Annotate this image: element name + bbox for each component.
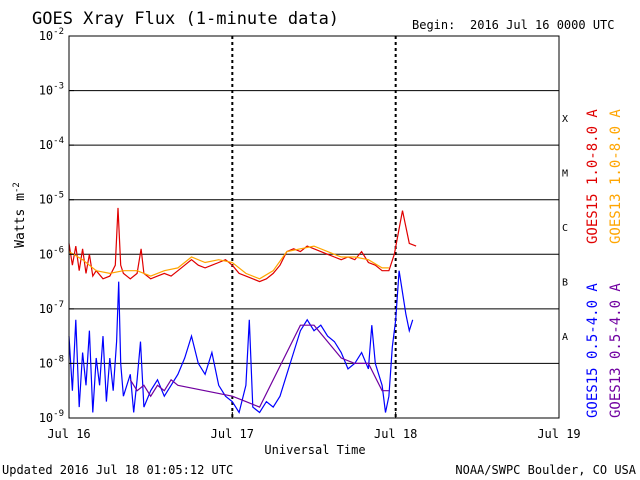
x-tick-label: Jul 18 (374, 427, 417, 441)
legend: GOES15 1.0-8.0 A GOES13 1.0-8.0 A GOES15 0… (585, 109, 624, 418)
y-tick-label: 10-8 (39, 354, 64, 370)
day-dividers (231, 36, 397, 418)
series-line (68, 270, 414, 415)
series-layer (68, 207, 417, 415)
flare-class-labels: X M C B A (562, 114, 568, 343)
y-tick-label: 10-4 (39, 136, 64, 152)
legend-entry: GOES13 0.5-4.0 A (608, 283, 624, 418)
y-tick-label: 10-6 (39, 245, 64, 261)
flare-class-label: X (562, 114, 568, 125)
series-line (68, 207, 417, 283)
series-line (68, 245, 389, 280)
begin-value: 2016 Jul 16 0000 UTC (470, 18, 615, 32)
legend-entry: GOES15 1.0-8.0 A (585, 109, 601, 244)
x-axis-label: Universal Time (264, 443, 365, 457)
flare-class-label: B (562, 278, 568, 289)
y-tick-label: 10-3 (39, 82, 64, 98)
footer-updated: Updated 2016 Jul 18 01:05:12 UTC (2, 463, 233, 477)
y-axis-label: Watts m-2 (12, 182, 28, 248)
y-tick-labels: 10-2 10-3 10-4 10-5 10-6 10-7 10-8 10-9 (39, 27, 74, 425)
plot-frame (68, 35, 560, 419)
footer-credit: NOAA/SWPC Boulder, CO USA (455, 463, 636, 477)
flare-class-label: A (562, 332, 568, 343)
grid-lines (69, 90, 559, 364)
y-tick-label: 10-7 (39, 300, 64, 316)
y-tick-label: 10-2 (39, 27, 64, 43)
y-tick-label: 10-5 (39, 191, 64, 207)
series-line (129, 324, 389, 408)
begin-label: Begin: (412, 18, 455, 32)
chart-title: GOES Xray Flux (1-minute data) (32, 9, 339, 29)
legend-entry: GOES15 0.5-4.0 A (585, 283, 601, 418)
x-tick-labels: Jul 16 Jul 17 Jul 18 Jul 19 (47, 412, 581, 441)
x-tick-label: Jul 17 (211, 427, 254, 441)
flare-class-label: M (562, 168, 568, 179)
x-tick-label: Jul 19 (537, 427, 580, 441)
x-tick-label: Jul 16 (47, 427, 90, 441)
flare-class-label: C (562, 223, 568, 234)
legend-entry: GOES13 1.0-8.0 A (608, 109, 624, 244)
y-tick-label: 10-9 (39, 409, 64, 425)
